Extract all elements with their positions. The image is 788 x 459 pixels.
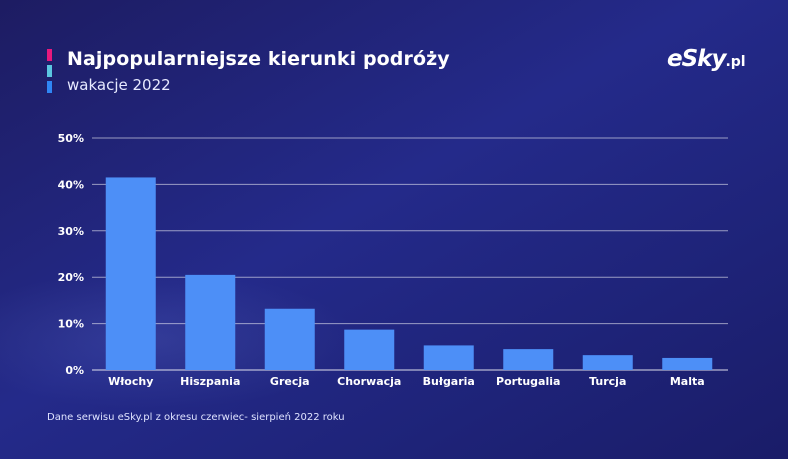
bar (423, 345, 474, 370)
x-tick-label: Turcja (589, 375, 626, 388)
x-tick-label: Chorwacja (337, 375, 401, 388)
y-tick-label: 40% (58, 178, 84, 191)
y-tick-label: 30% (58, 225, 84, 238)
accent-bar-cyan (47, 65, 52, 77)
accent-bar-blue (47, 81, 52, 93)
chart-title: Najpopularniejsze kierunki podróży (67, 48, 450, 70)
accent-bar-pink (47, 49, 52, 61)
bar (264, 308, 315, 370)
x-tick-label: Włochy (108, 375, 153, 388)
x-tick-label: Portugalia (496, 375, 560, 388)
bar (582, 355, 633, 370)
bar (503, 349, 554, 370)
bar (662, 357, 713, 370)
x-tick-label: Bułgaria (423, 375, 475, 388)
x-tick-label: Hiszpania (180, 375, 240, 388)
y-axis-tick-labels: 0% 10% 20% 30% 40% 50% (58, 132, 84, 377)
source-footnote: Dane serwisu eSky.pl z okresu czerwiec- … (47, 412, 345, 423)
bars (105, 177, 713, 370)
x-tick-label: Malta (670, 375, 705, 388)
y-tick-label: 10% (58, 318, 84, 331)
y-tick-label: 20% (58, 271, 84, 284)
bar (185, 274, 236, 370)
bar (344, 329, 395, 370)
bar (105, 177, 156, 370)
esky-logo: eSky.pl (667, 46, 746, 72)
x-axis-tick-labels: Włochy Hiszpania Grecja Chorwacja Bułgaria Po… (108, 375, 705, 388)
logo-tld-text: .pl (725, 54, 746, 70)
x-tick-label: Grecja (270, 375, 310, 388)
logo-main-text: eSky (667, 46, 726, 72)
chart-subtitle: wakacje 2022 (67, 76, 171, 94)
y-tick-label: 50% (58, 132, 84, 145)
y-tick-label: 0% (65, 364, 84, 377)
